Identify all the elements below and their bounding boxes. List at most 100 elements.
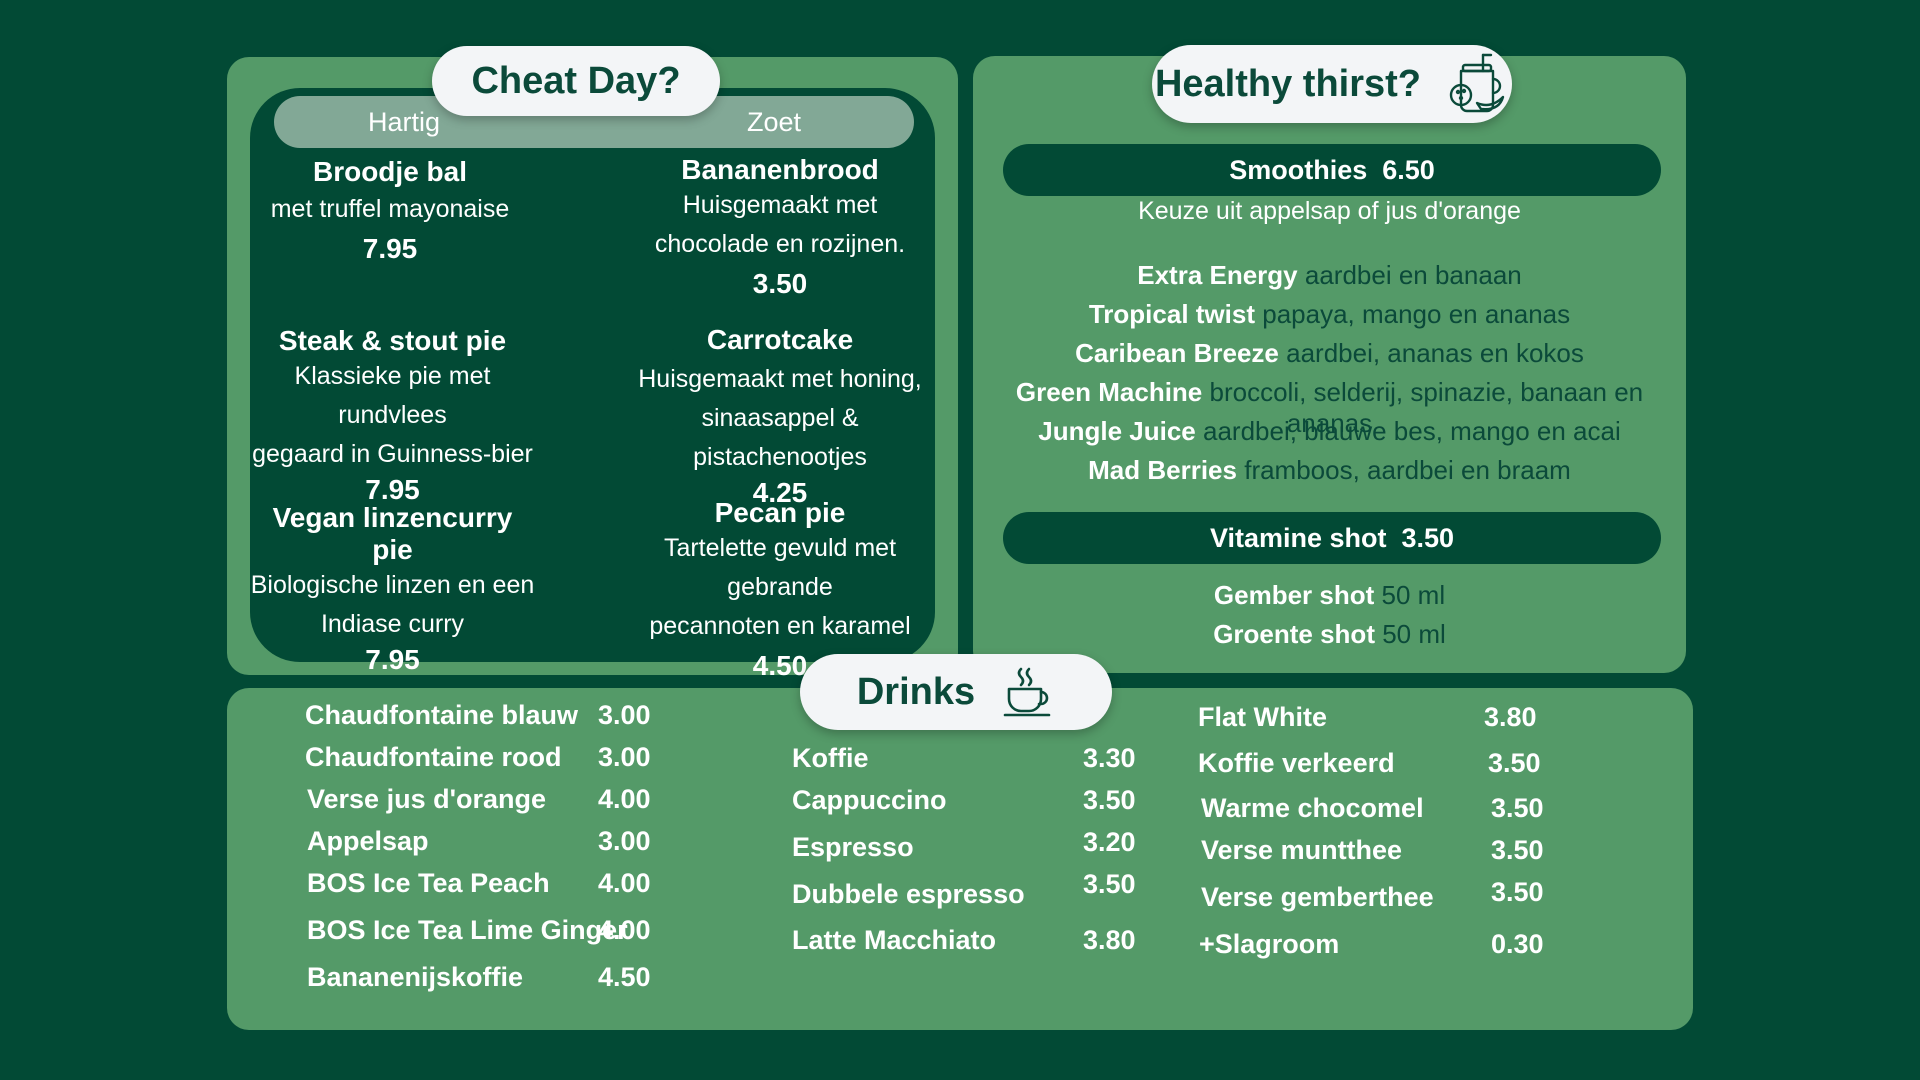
shot-row: Gember shot 50 ml: [973, 580, 1686, 611]
item-name: Steak & stout pie: [278, 325, 507, 356]
tab-hartig[interactable]: Hartig: [367, 107, 441, 137]
item-name: Vegan linzencurry pie: [272, 502, 513, 565]
shot-name: Gember shot: [1213, 580, 1375, 610]
smoothie-name: Caribean Breeze: [1075, 338, 1279, 368]
drink-price: 4.50: [598, 962, 651, 992]
smoothie-row: Extra Energy aardbei en banaan: [973, 260, 1686, 291]
drinks-title: Drinks: [856, 670, 976, 713]
menu-item: Vegan linzencurry pie Biologische linzen…: [250, 502, 535, 676]
smoothie-ingredients: aardbei, blauwe bes, mango en acai: [1203, 416, 1621, 446]
smoothie-ingredients: broccoli, selderij, spinazie, banaan en …: [1209, 377, 1644, 438]
drink-name: Chaudfontaine rood: [305, 742, 562, 772]
drink-name: BOS Ice Tea Peach: [307, 868, 550, 898]
drink-price: 4.00: [598, 784, 651, 814]
drink-price: 3.80: [1484, 702, 1537, 732]
drink-price: 3.30: [1083, 743, 1136, 773]
item-price: 3.50: [752, 268, 808, 299]
drink-name: Verse jus d'orange: [307, 784, 547, 814]
drink-price: 3.00: [598, 742, 651, 772]
smoothies-header: Smoothies 6.50: [1003, 144, 1661, 196]
item-desc: gegaard in Guinness-bier: [252, 440, 533, 468]
item-desc: Biologische linzen en een: [250, 571, 535, 599]
drink-price: 3.20: [1083, 827, 1136, 857]
item-price: 4.50: [752, 650, 808, 681]
drink-price: 3.80: [1083, 925, 1136, 955]
drink-name: Chaudfontaine blauw: [305, 700, 578, 730]
drink-name: Verse gemberthee: [1201, 882, 1434, 912]
drink-price: 3.50: [1083, 785, 1136, 815]
item-desc: Huisgemaakt met honing,: [638, 365, 922, 393]
smoothie-ingredients: aardbei, ananas en kokos: [1286, 338, 1584, 368]
shot-size: 50 ml: [1382, 619, 1446, 649]
smoothie-row: Tropical twist papaya, mango en ananas: [973, 299, 1686, 330]
menu-item: Broodje bal met truffel mayonaise 7.95: [250, 156, 530, 265]
item-name: Broodje bal: [312, 156, 467, 187]
item-desc: Tartelette gevuld met gebrande: [663, 534, 897, 601]
drink-name: Latte Macchiato: [792, 925, 997, 955]
drink-price: 0.30: [1491, 929, 1544, 959]
item-desc: chocolade en rozijnen.: [654, 230, 906, 258]
menu-item: Carrotcake Huisgemaakt met honing, sinaa…: [630, 324, 930, 509]
drink-name: BOS Ice Tea Lime Ginger: [307, 915, 628, 945]
drink-name: +Slagroom: [1199, 929, 1340, 959]
cheat-day-tabs: Hartig Zoet: [274, 96, 914, 148]
smoothie-name: Tropical twist: [1088, 299, 1255, 329]
drink-name: Koffie verkeerd: [1198, 748, 1395, 778]
smoothie-ingredients: papaya, mango en ananas: [1262, 299, 1571, 329]
item-name: Carrotcake: [706, 324, 854, 355]
smoothie-name: Mad Berries: [1088, 455, 1237, 485]
drink-price: 4.00: [598, 915, 651, 945]
drink-name: Flat White: [1198, 702, 1327, 732]
item-price: 4.25: [752, 477, 808, 508]
menu-item: Steak & stout pie Klassieke pie met rund…: [250, 325, 535, 506]
tab-zoet[interactable]: Zoet: [746, 107, 802, 137]
drink-name: Dubbele espresso: [792, 879, 1025, 909]
cheat-day-title: Cheat Day?: [471, 59, 681, 102]
item-name: Pecan pie: [714, 497, 846, 528]
drink-price: 3.00: [598, 826, 651, 856]
drink-price: 3.50: [1491, 835, 1544, 865]
menu-item: Pecan pie Tartelette gevuld met gebrande…: [630, 497, 930, 682]
cheat-day-menu-card: [250, 88, 935, 662]
item-desc: pecannoten en karamel: [649, 612, 911, 640]
drink-name: Bananenijskoffie: [307, 962, 524, 992]
smoothie-name: Jungle Juice: [1038, 416, 1196, 446]
drink-name: Koffie: [792, 743, 869, 773]
drink-price: 3.50: [1491, 877, 1544, 907]
smoothie-name: Green Machine: [1015, 377, 1203, 407]
drink-price: 3.50: [1083, 869, 1136, 899]
smoothie-row: Caribean Breeze aardbei, ananas en kokos: [973, 338, 1686, 369]
smoothies-note: Keuze uit appelsap of jus d'orange: [1138, 197, 1521, 225]
smoothie-row: Green Machine broccoli, selderij, spinaz…: [973, 377, 1686, 439]
drink-price: 3.50: [1488, 748, 1541, 778]
item-desc: met truffel mayonaise: [270, 195, 510, 223]
drinks-panel: [227, 688, 1693, 1030]
item-name: Bananenbrood: [681, 154, 879, 185]
drink-name: Warme chocomel: [1201, 793, 1424, 823]
smoothie-ingredients: framboos, aardbei en braam: [1244, 455, 1571, 485]
drink-name: Appelsap: [307, 826, 429, 856]
drink-name: Cappuccino: [792, 785, 947, 815]
healthy-thirst-title: Healthy thirst?: [1154, 62, 1422, 105]
item-price: 7.95: [365, 474, 420, 505]
smoothie-ingredients: aardbei en banaan: [1304, 260, 1522, 290]
smoothie-row: Mad Berries framboos, aardbei en braam: [973, 455, 1686, 486]
drink-price: 3.50: [1491, 793, 1544, 823]
drink-name: Espresso: [792, 832, 914, 862]
drink-name: Verse muntthee: [1201, 835, 1403, 865]
healthy-thirst-title-pill: Healthy thirst?: [1152, 45, 1512, 123]
cheat-day-title-pill: Cheat Day?: [432, 46, 720, 116]
item-price: 7.95: [365, 644, 420, 675]
shot-name: Groente shot: [1213, 619, 1375, 649]
shot-size: 50 ml: [1381, 580, 1446, 610]
item-desc: sinaasappel & pistachenootjes: [693, 404, 867, 471]
item-desc: Klassieke pie met rundvlees: [294, 362, 491, 429]
item-desc: Huisgemaakt met: [682, 191, 878, 219]
shot-row: Groente shot 50 ml: [973, 619, 1686, 650]
item-price: 7.95: [362, 233, 418, 264]
drinks-title-pill: Drinks: [800, 654, 1112, 730]
menu-item: Bananenbrood Huisgemaakt met chocolade e…: [630, 154, 930, 300]
drink-price: 4.00: [598, 868, 651, 898]
coffee-cup-icon: [1003, 667, 1051, 717]
vitamine-shot-header: Vitamine shot 3.50: [1003, 512, 1661, 564]
